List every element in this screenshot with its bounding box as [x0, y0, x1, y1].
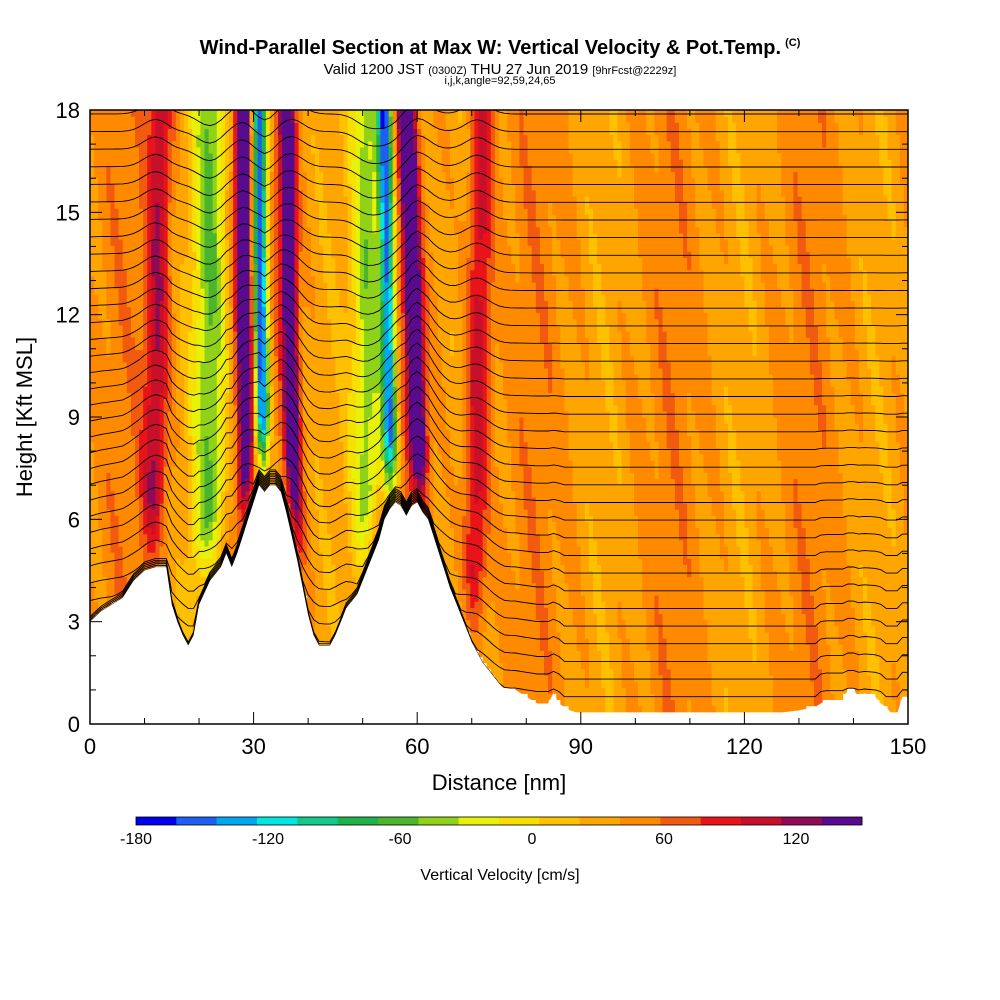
- x-tick-label: 120: [726, 734, 763, 759]
- isentrope-line: [90, 230, 908, 266]
- colorbar-swatch: [176, 817, 217, 825]
- colorbar-swatch: [136, 817, 177, 825]
- x-tick-label: 0: [84, 734, 96, 759]
- colorbar-tick-label: -120: [252, 831, 284, 848]
- isentrope-line: [90, 401, 908, 468]
- colorbar-tick-label: -180: [120, 831, 152, 848]
- isentrope-line: [90, 470, 908, 556]
- colorbar-swatch: [539, 817, 580, 825]
- colorbar-frame: [135, 816, 863, 826]
- colorbar-tick-label: 120: [783, 831, 810, 848]
- isentrope-line: [90, 469, 908, 539]
- colorbar-swatch: [741, 817, 782, 825]
- isentrope-line: [90, 200, 908, 233]
- y-tick-label: 6: [68, 507, 80, 532]
- isentrope-line: [90, 110, 908, 130]
- x-axis-label: Distance [nm]: [432, 770, 567, 795]
- chart-subtitle: Valid 1200 JST (0300Z) THU 27 Jun 2019 […: [323, 61, 677, 78]
- colorbar-tick-label: 0: [528, 831, 537, 848]
- isentrope-line: [90, 472, 908, 574]
- colorbar-swatch: [499, 817, 540, 825]
- colorbar-swatch: [458, 817, 500, 825]
- y-tick-label: 0: [68, 712, 80, 737]
- vertical-velocity-field: [90, 110, 908, 713]
- y-axis: 0 3 6 9 12 15 18: [56, 98, 908, 737]
- colorbar-tick-label: 60: [655, 831, 673, 848]
- colorbar-swatch: [660, 817, 701, 825]
- colorbar-swatch: [620, 817, 661, 825]
- isentrope-line: [90, 480, 908, 662]
- isentrope-line: [90, 370, 908, 433]
- copyright-mark: (C): [785, 37, 801, 50]
- x-tick-label: 60: [405, 734, 429, 759]
- isentrope-line: [90, 315, 908, 364]
- chart-indices: i,j,k,angle=92,59,24,65: [444, 75, 556, 87]
- y-tick-label: 9: [68, 405, 80, 430]
- colorbar-swatch: [216, 817, 258, 825]
- colorbar-swatch: [821, 817, 863, 825]
- colorbar-label: Vertical Velocity [cm/s]: [420, 867, 579, 884]
- isentrope-line: [90, 435, 908, 503]
- isentropes: [90, 110, 908, 698]
- terrain-mask: [90, 485, 908, 724]
- isentrope-line: [90, 453, 908, 521]
- isentrope-line: [90, 482, 908, 680]
- colorbar-swatch: [579, 817, 621, 825]
- isentrope-line: [90, 215, 908, 250]
- isentrope-line: [90, 475, 908, 609]
- colorbar-swatch: [700, 817, 742, 825]
- isentrope-line: [90, 418, 908, 486]
- isentrope-line: [90, 385, 908, 450]
- isentrope-line: [90, 328, 908, 380]
- y-tick-label: 18: [56, 98, 80, 123]
- colorbar-swatch: [781, 817, 822, 825]
- isentrope-line: [90, 259, 908, 299]
- y-tick-label: 3: [68, 610, 80, 635]
- colorbar-swatch: [418, 817, 459, 825]
- colorbar-tick-label: -60: [388, 831, 411, 848]
- isentrope-line: [90, 342, 908, 397]
- isentrope-line: [90, 479, 908, 645]
- colorbar-swatch: [257, 817, 298, 825]
- colorbar-swatch: [378, 817, 419, 825]
- isentrope-line: [90, 245, 908, 283]
- colorbar-swatch: [337, 817, 379, 825]
- isentrope-line: [90, 477, 908, 627]
- isentrope-line: [90, 287, 908, 332]
- isentrope-line: [90, 356, 908, 415]
- x-tick-label: 150: [890, 734, 927, 759]
- isentrope-line: [90, 184, 908, 216]
- chart-title: Wind-Parallel Section at Max W: Vertical…: [199, 37, 801, 59]
- isentrope-line: [90, 134, 908, 164]
- isentrope-line: [90, 168, 908, 199]
- x-tick-label: 30: [241, 734, 265, 759]
- y-axis-label: Height [Kft MSL]: [12, 337, 37, 497]
- isentrope-line: [90, 273, 908, 315]
- isentrope-line: [90, 474, 908, 592]
- y-tick-label: 12: [56, 303, 80, 328]
- isentrope-line: [90, 151, 908, 182]
- isentrope-line: [90, 301, 908, 348]
- terrain-area: [90, 485, 908, 724]
- y-tick-label: 15: [56, 200, 80, 225]
- isentrope-line: [90, 117, 908, 147]
- colorbar: -180 -120 -60 0 60 120: [120, 816, 863, 848]
- colorbar-swatch: [297, 817, 338, 825]
- x-tick-label: 90: [569, 734, 593, 759]
- x-axis: 0 30 60 90 120 150: [84, 110, 926, 759]
